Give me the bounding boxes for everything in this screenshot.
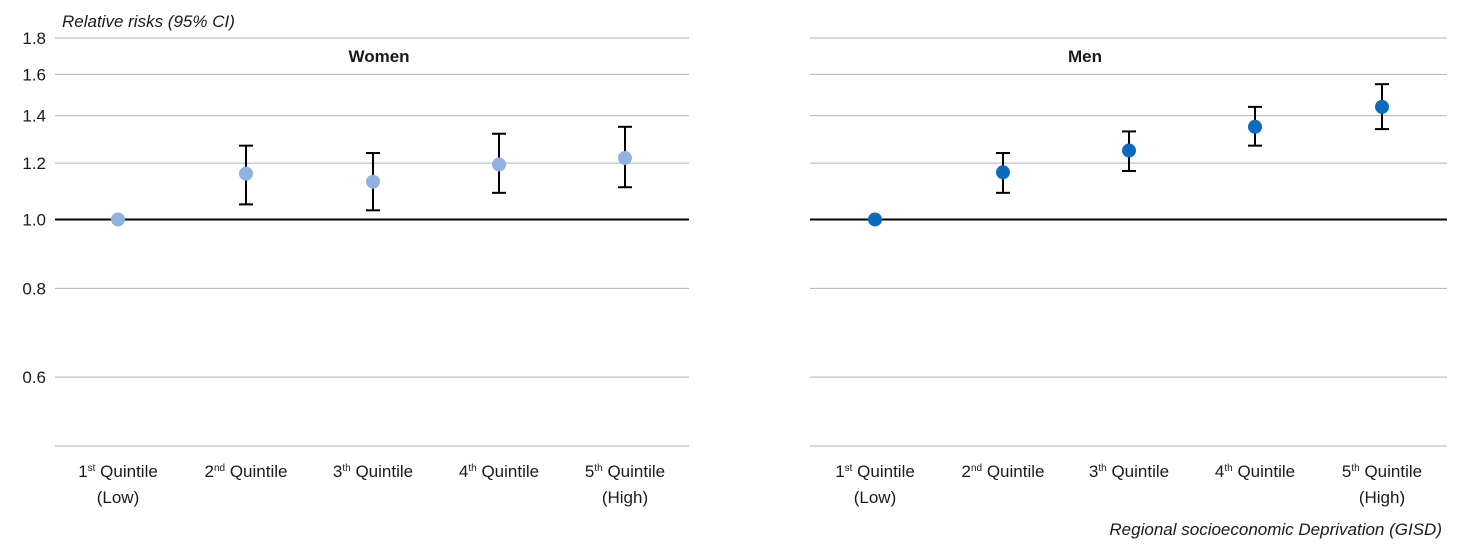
x-tick-label: 4th Quintile [1215, 462, 1295, 481]
data-point [366, 174, 380, 189]
data-point [1248, 119, 1262, 134]
y-tick-label: 1.6 [22, 65, 46, 84]
y-tick-label: 0.6 [22, 368, 46, 387]
y-tick-label: 1.8 [22, 29, 46, 48]
x-axis-label: Regional socioeconomic Deprivation (GISD… [1109, 520, 1442, 539]
y-tick-label: 1.0 [22, 210, 46, 229]
y-axis-label: Relative risks (95% CI) [62, 12, 235, 31]
data-point [492, 157, 506, 172]
panel-title: Men [1068, 47, 1102, 66]
x-tick-label: 1st Quintile [835, 462, 915, 481]
panel-title: Women [348, 47, 409, 66]
data-point [996, 165, 1010, 180]
x-tick-label: 5th Quintile [1342, 462, 1422, 481]
data-point [618, 151, 632, 166]
data-point [1122, 143, 1136, 158]
y-tick-label: 1.2 [22, 154, 46, 173]
x-tick-label: 5th Quintile [585, 462, 665, 481]
x-tick-label: 4th Quintile [459, 462, 539, 481]
data-point [239, 166, 253, 181]
data-point [1375, 99, 1389, 114]
data-point [111, 212, 125, 227]
x-tick-label-line2: (High) [1359, 488, 1405, 507]
x-tick-label: 2nd Quintile [205, 462, 288, 481]
y-tick-label: 0.8 [22, 279, 46, 298]
x-tick-label-line2: (Low) [854, 488, 897, 507]
y-tick-label: 1.4 [22, 107, 46, 126]
x-tick-label: 3th Quintile [1089, 462, 1169, 481]
x-tick-label-line2: (High) [602, 488, 648, 507]
x-tick-label: 2nd Quintile [962, 462, 1045, 481]
x-tick-label-line2: (Low) [97, 488, 140, 507]
x-tick-label: 1st Quintile [78, 462, 158, 481]
data-point [868, 212, 882, 227]
x-tick-label: 3th Quintile [333, 462, 413, 481]
